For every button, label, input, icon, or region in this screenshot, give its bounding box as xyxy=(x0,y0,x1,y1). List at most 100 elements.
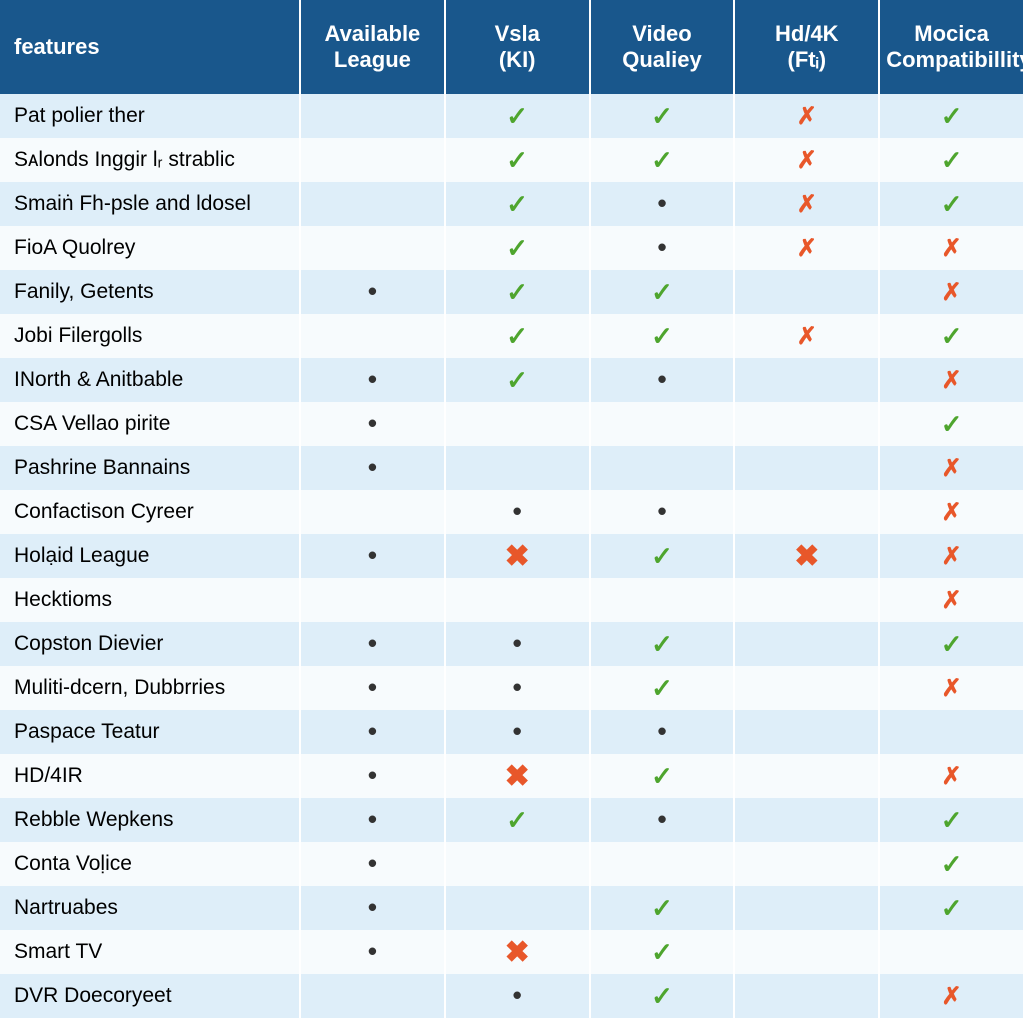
cell-hd4k xyxy=(734,886,879,930)
table-row: Smaiṅ Fh-psle and ldosel✓•✗✓ xyxy=(0,182,1024,226)
cell-available: • xyxy=(300,930,445,974)
dot-icon: • xyxy=(368,894,377,920)
dot-icon: • xyxy=(368,674,377,700)
check-icon: ✓ xyxy=(941,145,963,176)
cell-hd4k xyxy=(734,446,879,490)
col-header-line1: Vsla xyxy=(452,21,583,47)
cell-vsla xyxy=(445,842,590,886)
feature-name: Fanily, Getents xyxy=(0,270,300,314)
col-header-line1: features xyxy=(14,34,293,60)
col-header-line2: League xyxy=(307,47,438,73)
table-row: Confactison Cyreer••✗ xyxy=(0,490,1024,534)
cell-mocica: ✓ xyxy=(879,886,1024,930)
cell-video: ✓ xyxy=(590,974,735,1018)
cell-video: • xyxy=(590,358,735,402)
dot-icon: • xyxy=(368,806,377,832)
col-header-line1: Mocica xyxy=(886,21,1017,47)
feature-name: Hecktioms xyxy=(0,578,300,622)
cross-icon: ✖ xyxy=(794,539,819,574)
check-icon: ✓ xyxy=(506,233,528,264)
cell-available: • xyxy=(300,754,445,798)
cell-mocica xyxy=(879,930,1024,974)
cell-video xyxy=(590,446,735,490)
check-icon: ✓ xyxy=(941,893,963,924)
cell-vsla: ✓ xyxy=(445,138,590,182)
cell-available: • xyxy=(300,270,445,314)
check-icon: ✓ xyxy=(941,409,963,440)
table-row: CSA Vellao pirite• ✓ xyxy=(0,402,1024,446)
dot-icon: • xyxy=(368,718,377,744)
cell-video xyxy=(590,842,735,886)
check-icon: ✓ xyxy=(651,629,673,660)
cell-mocica: ✓ xyxy=(879,842,1024,886)
feature-name: Confactison Cyreer xyxy=(0,490,300,534)
cell-vsla: ✓ xyxy=(445,182,590,226)
dot-icon: • xyxy=(513,718,522,744)
dot-icon: • xyxy=(368,542,377,568)
cell-available: • xyxy=(300,534,445,578)
dot-icon: • xyxy=(368,850,377,876)
cell-vsla: ✖ xyxy=(445,754,590,798)
cell-mocica: ✗ xyxy=(879,490,1024,534)
check-icon: ✓ xyxy=(651,761,673,792)
cell-available: • xyxy=(300,798,445,842)
cell-mocica xyxy=(879,710,1024,754)
cell-video: ✓ xyxy=(590,138,735,182)
cell-mocica: ✓ xyxy=(879,798,1024,842)
feature-name: Nartruabes xyxy=(0,886,300,930)
feature-name: Paspace Teatur xyxy=(0,710,300,754)
cross-icon: ✗ xyxy=(942,586,962,615)
cell-mocica: ✗ xyxy=(879,754,1024,798)
col-header-line2: (Ftᵢ) xyxy=(741,47,872,73)
table-row: Pat polier ther✓✓✗✓ xyxy=(0,94,1024,138)
cross-icon: ✗ xyxy=(797,146,817,175)
cell-video: ✓ xyxy=(590,270,735,314)
table-row: Copston Dievier••✓✓ xyxy=(0,622,1024,666)
check-icon: ✓ xyxy=(941,321,963,352)
cell-mocica: ✗ xyxy=(879,446,1024,490)
check-icon: ✓ xyxy=(651,277,673,308)
cross-icon: ✗ xyxy=(942,234,962,263)
cell-video: ✓ xyxy=(590,930,735,974)
cell-hd4k xyxy=(734,578,879,622)
check-icon: ✓ xyxy=(506,321,528,352)
table-header: featuresAvailableLeagueVsla(KI)VideoQual… xyxy=(0,0,1024,94)
cell-hd4k xyxy=(734,270,879,314)
cell-available xyxy=(300,226,445,270)
cell-mocica: ✗ xyxy=(879,226,1024,270)
cell-hd4k xyxy=(734,798,879,842)
cell-vsla: ✓ xyxy=(445,270,590,314)
cell-hd4k xyxy=(734,490,879,534)
table-row: Paspace Teatur • • • xyxy=(0,710,1024,754)
table-row: Jobi Filergolls✓✓✗✓ xyxy=(0,314,1024,358)
col-header-line2: Compatibillity xyxy=(886,47,1017,73)
feature-name: Copston Dievier xyxy=(0,622,300,666)
cell-vsla xyxy=(445,402,590,446)
col-header-line2: Qualiey xyxy=(597,47,728,73)
dot-icon: • xyxy=(368,278,377,304)
cell-available: • xyxy=(300,402,445,446)
feature-name: Pashrine Bannains xyxy=(0,446,300,490)
feature-name: FioA Quolrey xyxy=(0,226,300,270)
cell-vsla: • xyxy=(445,622,590,666)
cell-video: ✓ xyxy=(590,94,735,138)
cell-vsla xyxy=(445,446,590,490)
cell-hd4k xyxy=(734,622,879,666)
cross-icon: ✗ xyxy=(797,322,817,351)
cell-video xyxy=(590,402,735,446)
cell-available: • xyxy=(300,622,445,666)
cross-icon: ✖ xyxy=(505,935,530,970)
feature-name: CSA Vellao pirite xyxy=(0,402,300,446)
dot-icon: • xyxy=(368,762,377,788)
cross-icon: ✗ xyxy=(942,674,962,703)
dot-icon: • xyxy=(513,982,522,1008)
cell-mocica: ✓ xyxy=(879,138,1024,182)
cell-available: • xyxy=(300,358,445,402)
cell-mocica: ✓ xyxy=(879,182,1024,226)
cell-hd4k xyxy=(734,754,879,798)
col-header-line1: Video xyxy=(597,21,728,47)
dot-icon: • xyxy=(657,718,666,744)
check-icon: ✓ xyxy=(506,365,528,396)
check-icon: ✓ xyxy=(941,805,963,836)
check-icon: ✓ xyxy=(651,541,673,572)
